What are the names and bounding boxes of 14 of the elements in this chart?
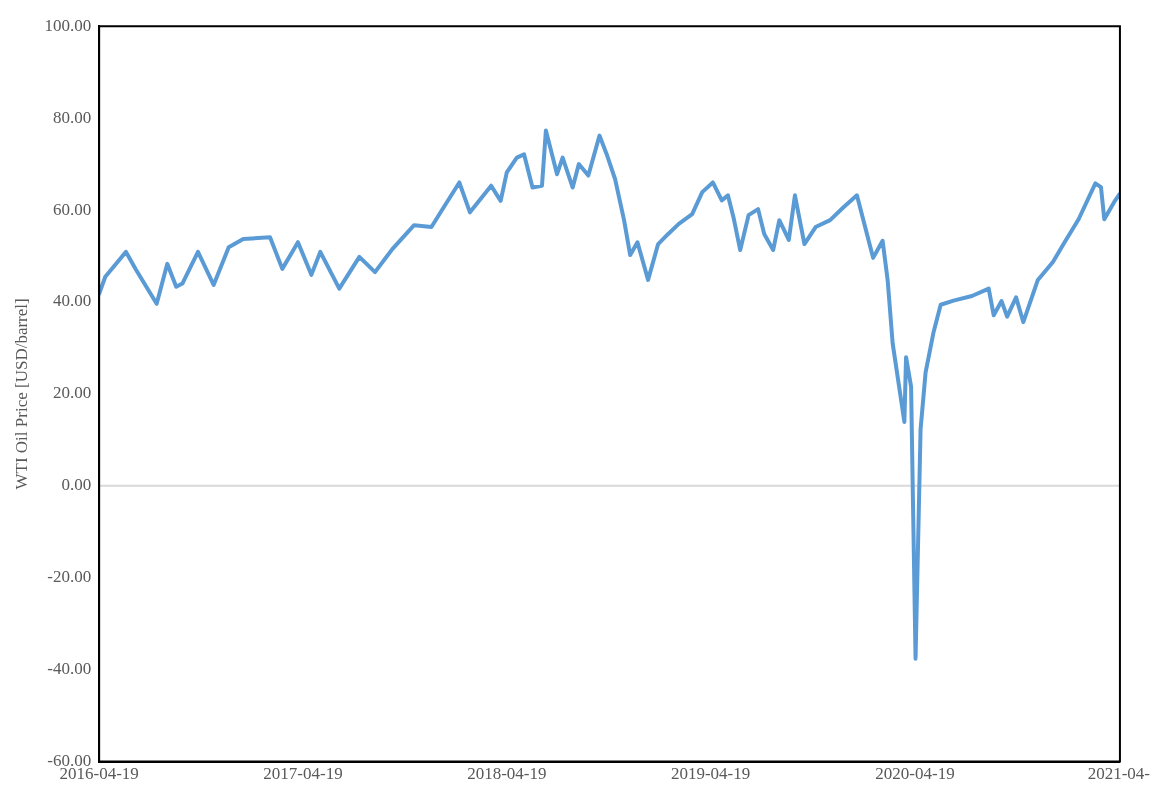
y-tick-label: 40.00 xyxy=(52,291,92,311)
x-tick-label: 2020-04-19 xyxy=(875,764,955,784)
y-tick-label: 60.00 xyxy=(52,199,92,219)
x-tick-label: 2018-04-19 xyxy=(467,764,547,784)
y-tick-label: 0.00 xyxy=(61,475,92,495)
x-tick-label: 2017-04-19 xyxy=(263,764,343,784)
y-tick-label: -40.00 xyxy=(47,659,92,679)
x-tick-label: 2019-04-19 xyxy=(670,764,751,784)
y-tick-label: 100.00 xyxy=(44,15,92,35)
y-tick-label: 80.00 xyxy=(52,107,92,127)
y-tick-label: 20.00 xyxy=(52,383,92,403)
x-tick-label: 2021-04- xyxy=(1087,764,1151,784)
y-tick-label: -20.00 xyxy=(47,567,92,587)
y-axis-title: WTI Oil Price [USD/barrel] xyxy=(11,298,31,490)
